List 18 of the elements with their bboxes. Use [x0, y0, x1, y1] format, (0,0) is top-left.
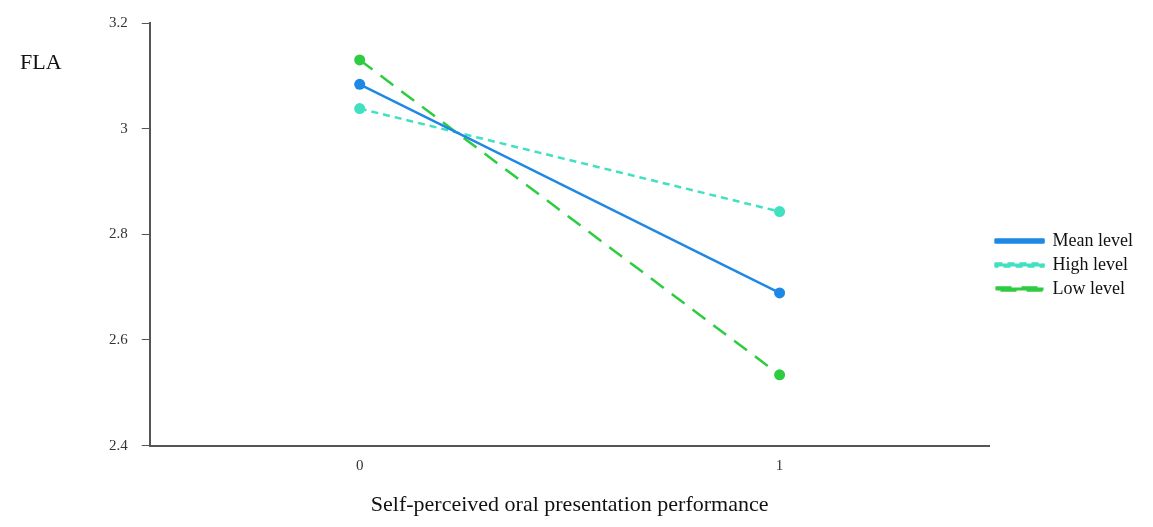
point [774, 206, 786, 218]
y-tick-label: 3 [120, 119, 128, 136]
legend-label: Mean level [1052, 229, 1133, 250]
y-tick-label: 2.6 [109, 330, 129, 347]
legend-label: Low level [1052, 277, 1126, 298]
point [354, 78, 366, 90]
x-tick-label: 0 [355, 456, 364, 473]
y-tick-label: 3.2 [109, 13, 128, 30]
point [774, 287, 786, 299]
y-tick-label: 2.4 [109, 436, 129, 453]
point [354, 54, 366, 66]
y-axis-title: FLA [20, 48, 62, 74]
y-tick-label: 2.8 [109, 225, 128, 242]
x-axis-title: Self-perceived oral presentation performance [370, 490, 769, 516]
x-tick-label: 1 [775, 456, 784, 473]
legend-label: High level [1052, 253, 1129, 274]
point [774, 369, 786, 381]
point [354, 103, 366, 115]
